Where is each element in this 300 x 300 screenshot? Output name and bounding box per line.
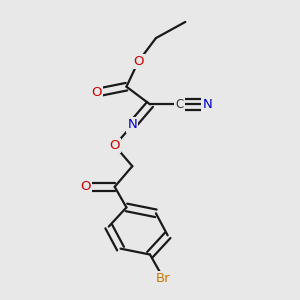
Text: O: O <box>133 55 143 68</box>
Text: O: O <box>110 139 120 152</box>
Text: O: O <box>80 180 91 193</box>
Text: C: C <box>175 98 184 111</box>
Text: O: O <box>92 86 102 99</box>
Text: N: N <box>202 98 212 111</box>
Text: N: N <box>128 118 137 131</box>
Text: Br: Br <box>156 272 171 285</box>
